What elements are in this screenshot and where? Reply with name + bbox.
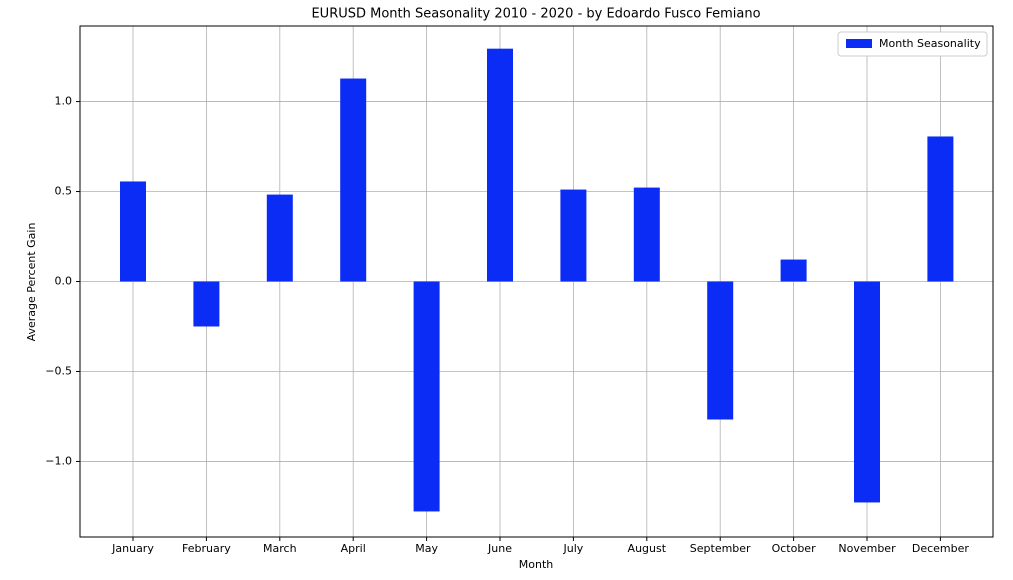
y-axis-label: Average Percent Gain: [25, 223, 38, 342]
x-tick-label: May: [415, 542, 438, 555]
x-tick-label: September: [690, 542, 751, 555]
y-tick-label: −1.0: [45, 454, 72, 467]
y-tick-label: −0.5: [45, 364, 72, 377]
plot-frame: [79, 25, 994, 538]
x-tick-label: April: [341, 542, 366, 555]
y-tick-label: 0.5: [55, 185, 73, 198]
x-tick-label: December: [912, 542, 970, 555]
x-tick-label: November: [838, 542, 896, 555]
bar: [927, 136, 954, 282]
x-tick-label: June: [487, 542, 512, 555]
bar: [707, 281, 734, 420]
bar: [413, 281, 440, 512]
x-tick-label: October: [772, 542, 816, 555]
y-tick-label: 0.0: [55, 275, 73, 288]
bar: [854, 281, 880, 503]
x-axis-label: Month: [519, 558, 554, 571]
x-tick-label: February: [182, 542, 231, 555]
legend-swatch: [846, 39, 872, 48]
x-tick-label: January: [111, 542, 154, 555]
x-tick-label: July: [563, 542, 584, 555]
bar: [487, 48, 513, 282]
legend-box: [837, 31, 988, 57]
bar: [780, 259, 807, 282]
bar: [633, 187, 660, 282]
x-tick-label: March: [263, 542, 297, 555]
bar: [340, 78, 367, 282]
legend: Month Seasonality: [837, 31, 988, 57]
legend-label: Month Seasonality: [879, 37, 981, 50]
bar: [120, 181, 146, 282]
x-tick-label: August: [628, 542, 667, 555]
chart-title: EURUSD Month Seasonality 2010 - 2020 - b…: [311, 7, 760, 22]
bar: [266, 194, 293, 282]
bar: [560, 189, 587, 282]
y-tick-label: 1.0: [55, 95, 73, 108]
bar: [193, 281, 220, 327]
